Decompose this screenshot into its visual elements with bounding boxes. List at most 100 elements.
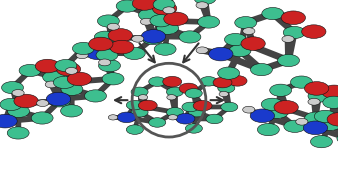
Circle shape (311, 136, 332, 148)
Circle shape (323, 96, 338, 108)
Circle shape (319, 118, 338, 131)
Circle shape (154, 43, 176, 55)
Circle shape (102, 73, 124, 85)
Circle shape (277, 54, 299, 67)
Circle shape (274, 100, 298, 114)
Circle shape (322, 85, 338, 99)
Circle shape (153, 0, 175, 11)
Circle shape (305, 82, 329, 95)
Circle shape (308, 98, 320, 105)
Circle shape (305, 112, 327, 124)
Circle shape (166, 108, 184, 117)
Circle shape (291, 76, 312, 88)
Circle shape (218, 83, 235, 93)
Circle shape (126, 100, 143, 110)
Circle shape (53, 76, 75, 88)
Circle shape (132, 0, 156, 10)
Circle shape (163, 76, 182, 87)
Circle shape (14, 94, 38, 108)
Circle shape (163, 7, 175, 14)
Circle shape (117, 112, 136, 123)
Circle shape (99, 60, 120, 72)
Circle shape (200, 77, 217, 86)
Circle shape (142, 32, 164, 45)
Circle shape (243, 28, 255, 34)
Circle shape (67, 72, 92, 86)
Circle shape (97, 15, 119, 27)
Circle shape (110, 40, 134, 54)
Circle shape (176, 113, 195, 124)
Circle shape (107, 23, 119, 30)
Circle shape (31, 112, 53, 124)
Circle shape (179, 31, 201, 43)
Circle shape (224, 33, 246, 46)
Circle shape (37, 100, 49, 107)
Circle shape (164, 12, 188, 26)
Circle shape (108, 29, 132, 42)
Circle shape (76, 52, 88, 59)
Circle shape (168, 115, 177, 120)
Circle shape (283, 26, 305, 39)
Circle shape (138, 100, 157, 111)
Circle shape (198, 16, 220, 28)
Circle shape (96, 49, 118, 61)
Circle shape (284, 120, 306, 132)
Circle shape (243, 106, 255, 113)
Circle shape (270, 84, 292, 96)
Circle shape (261, 98, 283, 110)
Circle shape (281, 11, 306, 25)
Circle shape (8, 105, 29, 118)
Circle shape (282, 36, 294, 42)
Circle shape (196, 2, 208, 9)
Circle shape (2, 81, 23, 94)
Circle shape (157, 22, 178, 34)
Circle shape (337, 132, 338, 145)
Circle shape (84, 90, 106, 102)
Circle shape (89, 37, 113, 51)
Circle shape (228, 76, 247, 86)
Circle shape (19, 64, 41, 77)
Circle shape (221, 102, 238, 112)
Circle shape (327, 112, 338, 126)
Circle shape (7, 127, 29, 139)
Circle shape (56, 62, 80, 76)
Circle shape (0, 98, 22, 111)
Circle shape (65, 67, 77, 74)
Circle shape (185, 89, 202, 98)
Circle shape (209, 47, 233, 61)
Circle shape (35, 59, 59, 73)
Circle shape (150, 15, 172, 27)
Circle shape (139, 9, 160, 21)
Circle shape (229, 45, 251, 57)
Circle shape (149, 77, 166, 86)
Circle shape (12, 90, 24, 96)
Circle shape (149, 118, 166, 127)
Circle shape (86, 46, 110, 60)
Circle shape (235, 17, 257, 29)
Circle shape (116, 0, 138, 12)
Circle shape (266, 106, 288, 119)
Circle shape (94, 31, 116, 43)
Circle shape (241, 37, 265, 50)
Circle shape (314, 110, 336, 122)
Circle shape (303, 121, 328, 135)
Circle shape (126, 125, 143, 134)
Circle shape (140, 18, 152, 25)
Circle shape (179, 83, 198, 94)
Circle shape (206, 114, 223, 124)
Circle shape (131, 35, 144, 42)
Circle shape (131, 87, 148, 97)
Circle shape (188, 107, 205, 117)
Circle shape (123, 47, 145, 60)
Circle shape (61, 83, 83, 95)
Circle shape (0, 114, 17, 128)
Circle shape (167, 95, 176, 100)
Circle shape (250, 64, 272, 76)
Circle shape (182, 102, 199, 112)
Circle shape (72, 42, 94, 55)
Circle shape (61, 105, 82, 117)
Circle shape (301, 25, 326, 38)
Circle shape (43, 71, 65, 83)
Circle shape (166, 87, 184, 97)
Circle shape (196, 47, 208, 54)
